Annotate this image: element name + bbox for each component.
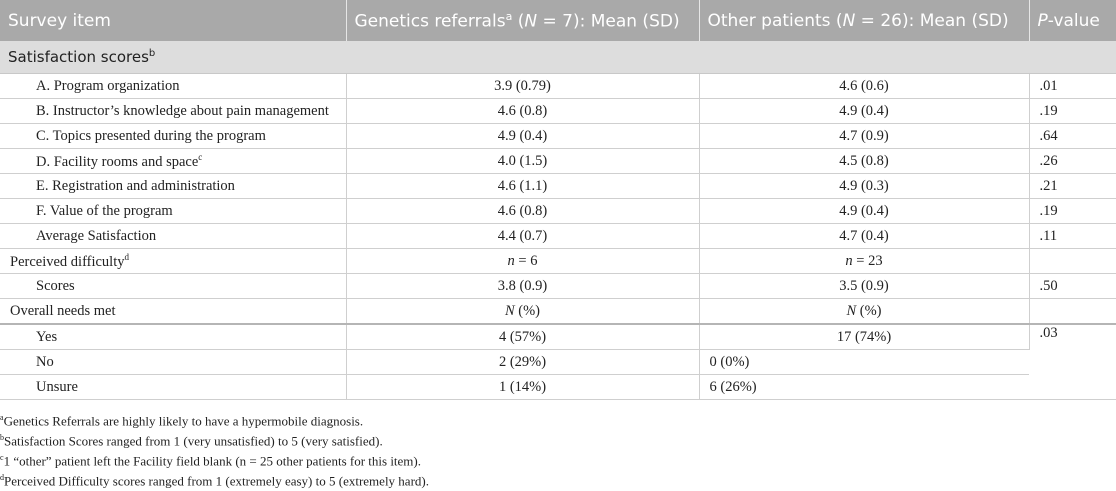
row-other: 4.7 (0.9) bbox=[699, 123, 1030, 149]
row-genetics: 4.0 (1.5) bbox=[346, 148, 700, 174]
header-p-value: P-value bbox=[1037, 10, 1100, 31]
row-other: 6 (26%) bbox=[699, 374, 1029, 400]
table-row: Unsure 1 (14%) 6 (26%) bbox=[0, 374, 1116, 400]
row-item: A. Program organization bbox=[0, 73, 347, 99]
row-p: .01 bbox=[1029, 73, 1116, 99]
table-row: B. Instructor’s knowledge about pain man… bbox=[0, 98, 1116, 124]
table-row: A. Program organization 3.9 (0.79) 4.6 (… bbox=[0, 73, 1116, 99]
row-genetics: 4.6 (1.1) bbox=[346, 173, 700, 199]
row-p bbox=[1029, 248, 1116, 274]
row-p: .21 bbox=[1029, 173, 1116, 199]
row-genetics: 4 (57%) bbox=[346, 323, 700, 350]
row-item: C. Topics presented during the program bbox=[0, 123, 347, 149]
row-item: Unsure bbox=[0, 374, 347, 400]
table-row: Yes 4 (57%) 17 (74%) .03 bbox=[0, 323, 1116, 400]
row-item: Overall needs met bbox=[0, 298, 347, 325]
section-label: Satisfaction scoresb bbox=[0, 41, 1116, 74]
row-p: .19 bbox=[1029, 198, 1116, 224]
row-p: .50 bbox=[1029, 273, 1116, 299]
row-genetics: 2 (29%) bbox=[346, 349, 700, 375]
row-p: .11 bbox=[1029, 223, 1116, 249]
table-row: E. Registration and administration 4.6 (… bbox=[0, 173, 1116, 199]
row-genetics: 4.6 (0.8) bbox=[346, 198, 700, 224]
table-row: No 2 (29%) 0 (0%) bbox=[0, 349, 1116, 375]
row-other: 0 (0%) bbox=[699, 349, 1029, 375]
table-row: C. Topics presented during the program 4… bbox=[0, 123, 1116, 149]
table-row: F. Value of the program 4.6 (0.8) 4.9 (0… bbox=[0, 198, 1116, 224]
survey-table: Survey item Genetics referralsa (N = 7):… bbox=[0, 0, 1116, 400]
row-p bbox=[1029, 298, 1116, 325]
row-p: .03 bbox=[1029, 323, 1116, 400]
footnote-a: aGenetics Referrals are highly likely to… bbox=[0, 413, 364, 429]
row-item: No bbox=[0, 349, 347, 375]
row-other: 4.7 (0.4) bbox=[699, 223, 1030, 249]
table-row: Scores 3.8 (0.9) 3.5 (0.9) .50 bbox=[0, 273, 1116, 299]
row-genetics: 3.9 (0.79) bbox=[346, 73, 700, 99]
row-item: Yes bbox=[0, 323, 347, 350]
row-item: D. Facility rooms and spacec bbox=[0, 148, 347, 174]
row-other: 4.9 (0.4) bbox=[699, 98, 1030, 124]
row-other: N (%) bbox=[699, 298, 1030, 325]
row-other: 4.5 (0.8) bbox=[699, 148, 1030, 174]
row-genetics: 4.4 (0.7) bbox=[346, 223, 700, 249]
row-genetics: n = 6 bbox=[346, 248, 700, 274]
row-genetics: 4.9 (0.4) bbox=[346, 123, 700, 149]
table-row: Perceived difficultyd n = 6 n = 23 bbox=[0, 248, 1116, 274]
footnote-d: dPerceived Difficulty scores ranged from… bbox=[0, 473, 429, 489]
row-item: Perceived difficultyd bbox=[0, 248, 347, 274]
row-other: 4.9 (0.3) bbox=[699, 173, 1030, 199]
row-item: F. Value of the program bbox=[0, 198, 347, 224]
row-item: Average Satisfaction bbox=[0, 223, 347, 249]
header-other-patients: Other patients (N = 26): Mean (SD) bbox=[699, 0, 1030, 41]
table-row: Average Satisfaction 4.4 (0.7) 4.7 (0.4)… bbox=[0, 223, 1116, 249]
row-other: 4.9 (0.4) bbox=[699, 198, 1030, 224]
row-other: 3.5 (0.9) bbox=[699, 273, 1030, 299]
header-survey-item: Survey item bbox=[0, 0, 347, 41]
row-p: .19 bbox=[1029, 98, 1116, 124]
table-footnotes: aGenetics Referrals are highly likely to… bbox=[0, 408, 1116, 488]
header-row: Survey item Genetics referralsa (N = 7):… bbox=[0, 0, 1116, 41]
row-other: 4.6 (0.6) bbox=[699, 73, 1030, 99]
footnote-b: bSatisfaction Scores ranged from 1 (very… bbox=[0, 433, 383, 449]
row-genetics: N (%) bbox=[346, 298, 700, 325]
row-p: .26 bbox=[1029, 148, 1116, 174]
row-p: .64 bbox=[1029, 123, 1116, 149]
row-genetics: 1 (14%) bbox=[346, 374, 700, 400]
section-satisfaction-scores: Satisfaction scoresb bbox=[0, 41, 1116, 74]
row-other: 17 (74%) bbox=[699, 323, 1030, 350]
row-item: B. Instructor’s knowledge about pain man… bbox=[0, 98, 347, 124]
row-item: Scores bbox=[0, 273, 347, 299]
row-other: n = 23 bbox=[699, 248, 1030, 274]
row-item: E. Registration and administration bbox=[0, 173, 347, 199]
header-genetics-referrals: Genetics referralsa (N = 7): Mean (SD) bbox=[346, 0, 700, 41]
table-row: Overall needs met N (%) N (%) bbox=[0, 298, 1116, 325]
table-row: D. Facility rooms and spacec 4.0 (1.5) 4… bbox=[0, 148, 1116, 174]
footnote-c: c1 “other” patient left the Facility fie… bbox=[0, 453, 421, 469]
row-genetics: 4.6 (0.8) bbox=[346, 98, 700, 124]
row-genetics: 3.8 (0.9) bbox=[346, 273, 700, 299]
